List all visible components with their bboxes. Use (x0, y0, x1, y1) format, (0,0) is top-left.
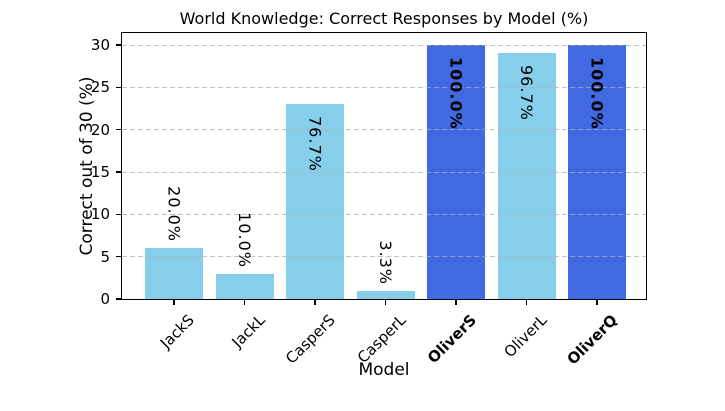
gridline-y-30 (122, 44, 646, 46)
bar-caspers (286, 104, 344, 299)
x-tick-mark (455, 300, 457, 305)
bar-value-label-oliverq: 100.0% (587, 57, 607, 130)
x-tick-label-text: JackL (227, 311, 269, 352)
gridline-y-10 (122, 213, 646, 215)
bar-value-label-jackl: 10.0% (235, 211, 254, 268)
x-tick-mark (596, 300, 598, 305)
y-tick-label: 5 (100, 247, 110, 266)
y-tick-label: 20 (90, 120, 110, 139)
x-tick-mark (314, 300, 316, 305)
x-tick-label-text: OliverS (423, 311, 480, 367)
gridline-y-5 (122, 256, 646, 258)
x-tick-label-text: OliverL (500, 311, 551, 362)
x-axis-label: Model (358, 360, 410, 380)
bar-value-label-casperl: 3.3% (376, 239, 395, 285)
bar-value-label-oliverl: 96.7% (517, 65, 536, 122)
y-tick-mark (116, 86, 121, 89)
bar-jackl (215, 273, 274, 299)
y-tick-mark (116, 255, 121, 258)
y-tick-label: 10 (90, 205, 110, 224)
x-tick-label-text: CasperL (353, 311, 410, 367)
y-tick-mark (116, 44, 121, 46)
bar-value-label-olivers: 100.0% (446, 57, 466, 130)
y-tick-label: 0 (100, 290, 110, 308)
y-tick-mark (116, 128, 121, 131)
y-tick-label: 25 (90, 78, 110, 97)
bar-casperl (356, 290, 415, 299)
gridline-y-15 (122, 171, 646, 173)
y-tick-label: 15 (90, 163, 110, 181)
chart-title: World Knowledge: Correct Responses by Mo… (179, 9, 589, 28)
bar-value-label-jacks: 20.0% (164, 186, 184, 243)
x-tick-mark (525, 300, 528, 305)
y-tick-mark (116, 171, 121, 173)
y-tick-mark (116, 298, 121, 300)
x-tick-label-text: JackS (156, 311, 198, 353)
plot-border (121, 32, 647, 300)
bar-oliverl (497, 53, 556, 299)
y-tick-label: 30 (90, 36, 110, 55)
gridline-y-20 (122, 129, 646, 131)
x-tick-mark (173, 300, 175, 305)
gridline-y-25 (122, 86, 646, 88)
x-tick-mark (384, 300, 387, 305)
bar-value-label-caspers: 76.7% (305, 116, 325, 173)
y-tick-mark (116, 213, 121, 216)
x-tick-mark (243, 300, 246, 305)
y-axis-label: Correct out of 30 (%) (77, 76, 97, 256)
